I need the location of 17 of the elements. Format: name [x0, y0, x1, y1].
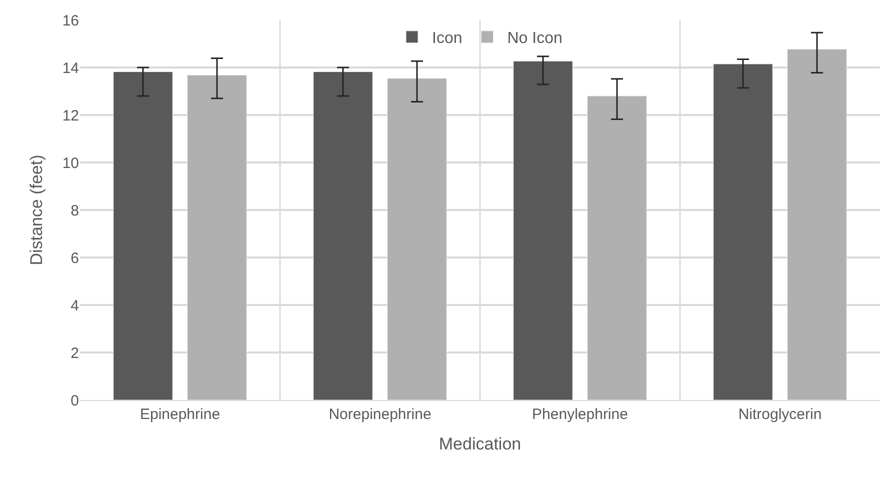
x-tick-label: Epinephrine	[140, 406, 220, 423]
legend-label: No Icon	[507, 30, 562, 48]
x-tick-label: Nitroglycerin	[738, 406, 822, 423]
x-axis-title: Medication	[438, 434, 522, 454]
y-tick-label: 6	[70, 250, 79, 267]
legend-label: Icon	[432, 30, 462, 48]
y-tick-label: 2	[70, 344, 79, 362]
y-tick-label: 10	[62, 154, 79, 172]
y-tick-label: 12	[62, 107, 79, 124]
y-tick-label: 0	[70, 392, 79, 410]
y-tick-label: 8	[70, 202, 79, 220]
x-tick-label: Phenylephrine	[532, 406, 628, 423]
y-tick-label: 4	[70, 297, 79, 314]
y-axis-title: Distance (feet)	[26, 154, 46, 266]
y-tick-label: 14	[62, 60, 79, 77]
x-tick-label: Norepinephrine	[328, 406, 432, 423]
y-tick-label: 16	[62, 12, 79, 30]
